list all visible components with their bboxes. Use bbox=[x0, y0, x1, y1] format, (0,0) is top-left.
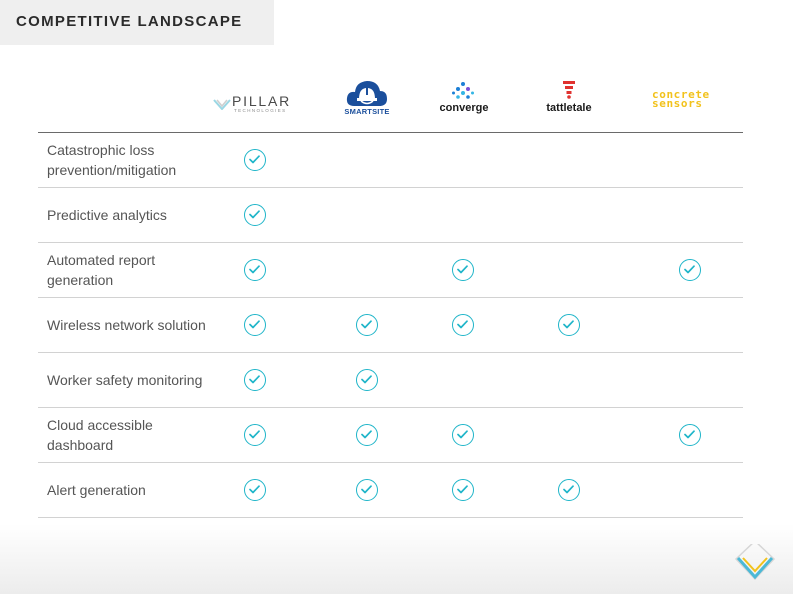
feature-label: Automated report generation bbox=[47, 252, 156, 288]
check-icon bbox=[452, 259, 474, 281]
feature-label: Wireless network solution bbox=[47, 317, 206, 333]
check-icon bbox=[356, 314, 378, 336]
check-icon bbox=[452, 424, 474, 446]
check-icon bbox=[452, 479, 474, 501]
feature-label: Alert generation bbox=[47, 482, 146, 498]
converge-diamond-icon bbox=[452, 82, 474, 99]
check-icon bbox=[244, 149, 266, 171]
table-row: Alert generation bbox=[38, 463, 743, 518]
pillar-name: PILLAR bbox=[232, 93, 292, 109]
smartsite-cloud-helmet-icon bbox=[346, 81, 387, 106]
check-icon bbox=[356, 479, 378, 501]
feature-label: Catastrophic loss prevention/mitigation bbox=[47, 142, 177, 178]
table-header-divider bbox=[38, 132, 743, 133]
check-icon bbox=[558, 314, 580, 336]
page-title: COMPETITIVE LANDSCAPE bbox=[16, 13, 243, 30]
check-icon bbox=[244, 259, 266, 281]
pillar-subtitle: TECHNOLOGIES bbox=[234, 108, 287, 113]
check-icon bbox=[356, 424, 378, 446]
table-row: Automated report generation bbox=[38, 243, 743, 298]
converge-name: converge bbox=[439, 102, 489, 114]
check-icon bbox=[558, 479, 580, 501]
smartsite-logo: SMARTSITE bbox=[342, 79, 392, 119]
table-row: Worker safety monitoring bbox=[38, 353, 743, 408]
pillar-diamond-icon bbox=[213, 99, 231, 110]
table-row: Predictive analytics bbox=[38, 188, 743, 243]
check-icon bbox=[244, 424, 266, 446]
pillar-logo: PILLAR TECHNOLOGIES bbox=[213, 93, 299, 116]
check-icon bbox=[244, 314, 266, 336]
tattletale-logo: tattletale bbox=[541, 80, 597, 116]
pillar-corner-diamond-icon bbox=[734, 544, 776, 581]
converge-logo: converge bbox=[436, 81, 492, 117]
tattletale-name: tattletale bbox=[546, 102, 592, 114]
feature-label: Cloud accessible dashboard bbox=[47, 417, 153, 453]
table-row: Wireless network solution bbox=[38, 298, 743, 353]
feature-label: Predictive analytics bbox=[47, 207, 167, 223]
table-row: Catastrophic loss prevention/mitigation bbox=[38, 133, 743, 188]
check-icon bbox=[244, 479, 266, 501]
title-banner: COMPETITIVE LANDSCAPE bbox=[0, 0, 274, 45]
check-icon bbox=[356, 369, 378, 391]
table-row: Cloud accessible dashboard bbox=[38, 408, 743, 463]
concrete-sensors-logo: concrete sensors bbox=[652, 88, 730, 114]
check-icon bbox=[452, 314, 474, 336]
check-icon bbox=[679, 259, 701, 281]
smartsite-name: SMARTSITE bbox=[344, 107, 390, 116]
concrete-sensors-line2: sensors bbox=[652, 97, 703, 110]
bottom-fade bbox=[0, 524, 793, 594]
check-icon bbox=[244, 369, 266, 391]
check-icon bbox=[679, 424, 701, 446]
tattletale-siren-icon bbox=[563, 81, 575, 99]
check-icon bbox=[244, 204, 266, 226]
feature-label: Worker safety monitoring bbox=[47, 372, 203, 388]
concrete-sensors-line1: concrete bbox=[652, 88, 710, 101]
